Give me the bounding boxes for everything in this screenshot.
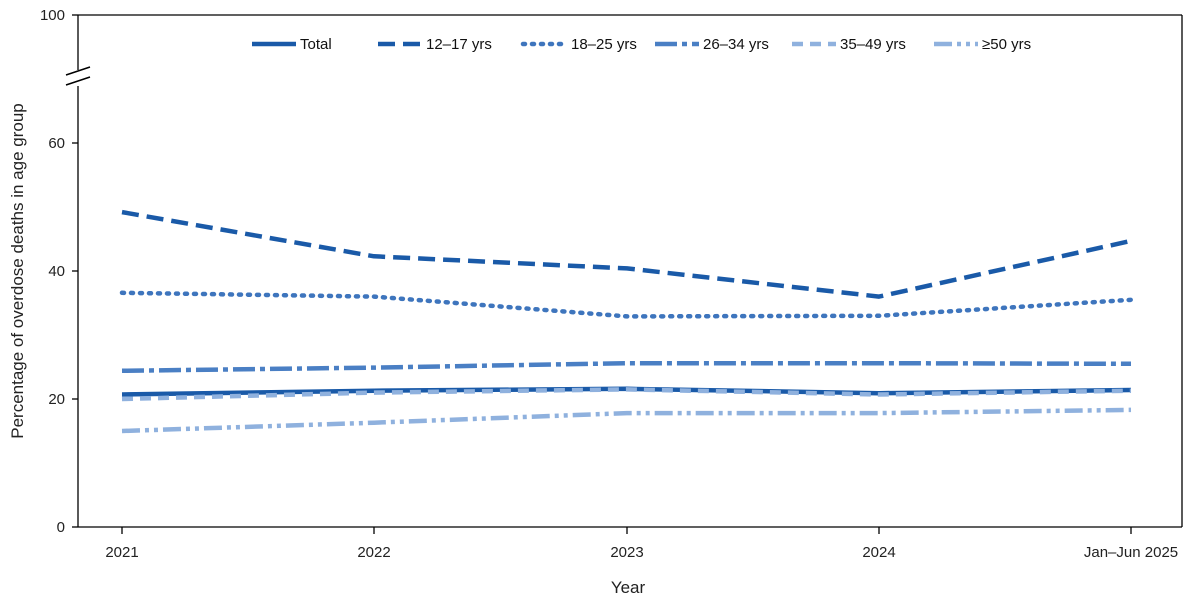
series-line <box>119 290 1134 319</box>
x-tick-label: Jan–Jun 2025 <box>1084 544 1178 561</box>
legend-label: 18–25 yrs <box>571 36 637 53</box>
x-tick-label: 2023 <box>610 544 643 561</box>
x-tick-label: 2024 <box>862 544 895 561</box>
y-axis-title: Percentage of overdose deaths in age gro… <box>8 103 27 439</box>
series-lines <box>119 209 1134 434</box>
x-tick-label: 2022 <box>357 544 390 561</box>
legend-label: 35–49 yrs <box>840 36 906 53</box>
x-tick-label: 2021 <box>105 544 138 561</box>
y-tick-label: 100 <box>40 7 65 24</box>
series-line <box>121 387 1132 402</box>
series-line <box>121 360 1132 374</box>
axes: 0 20 40 60 100 2021 2022 2023 2024 Jan–Jun 2025 <box>40 7 1183 561</box>
axis-break-mark-top <box>65 66 91 76</box>
y-tick-label: 0 <box>57 519 65 536</box>
axis-break-mark-bottom <box>65 76 91 86</box>
y-tick-label: 40 <box>48 263 65 280</box>
y-tick-label: 60 <box>48 135 65 152</box>
legend: Total 12–17 yrs 18–25 yrs 26–34 yrs 35–49 yr… <box>252 36 1031 53</box>
legend-label: 26–34 yrs <box>703 36 769 53</box>
legend-label: Total <box>300 36 332 53</box>
y-tick-label: 20 <box>48 391 65 408</box>
x-axis-title: Year <box>611 578 646 597</box>
legend-label: ≥50 yrs <box>982 36 1031 53</box>
series-line <box>121 407 1132 434</box>
axis-break-gap <box>66 71 90 85</box>
legend-label: 12–17 yrs <box>426 36 492 53</box>
series-line <box>121 209 1132 299</box>
